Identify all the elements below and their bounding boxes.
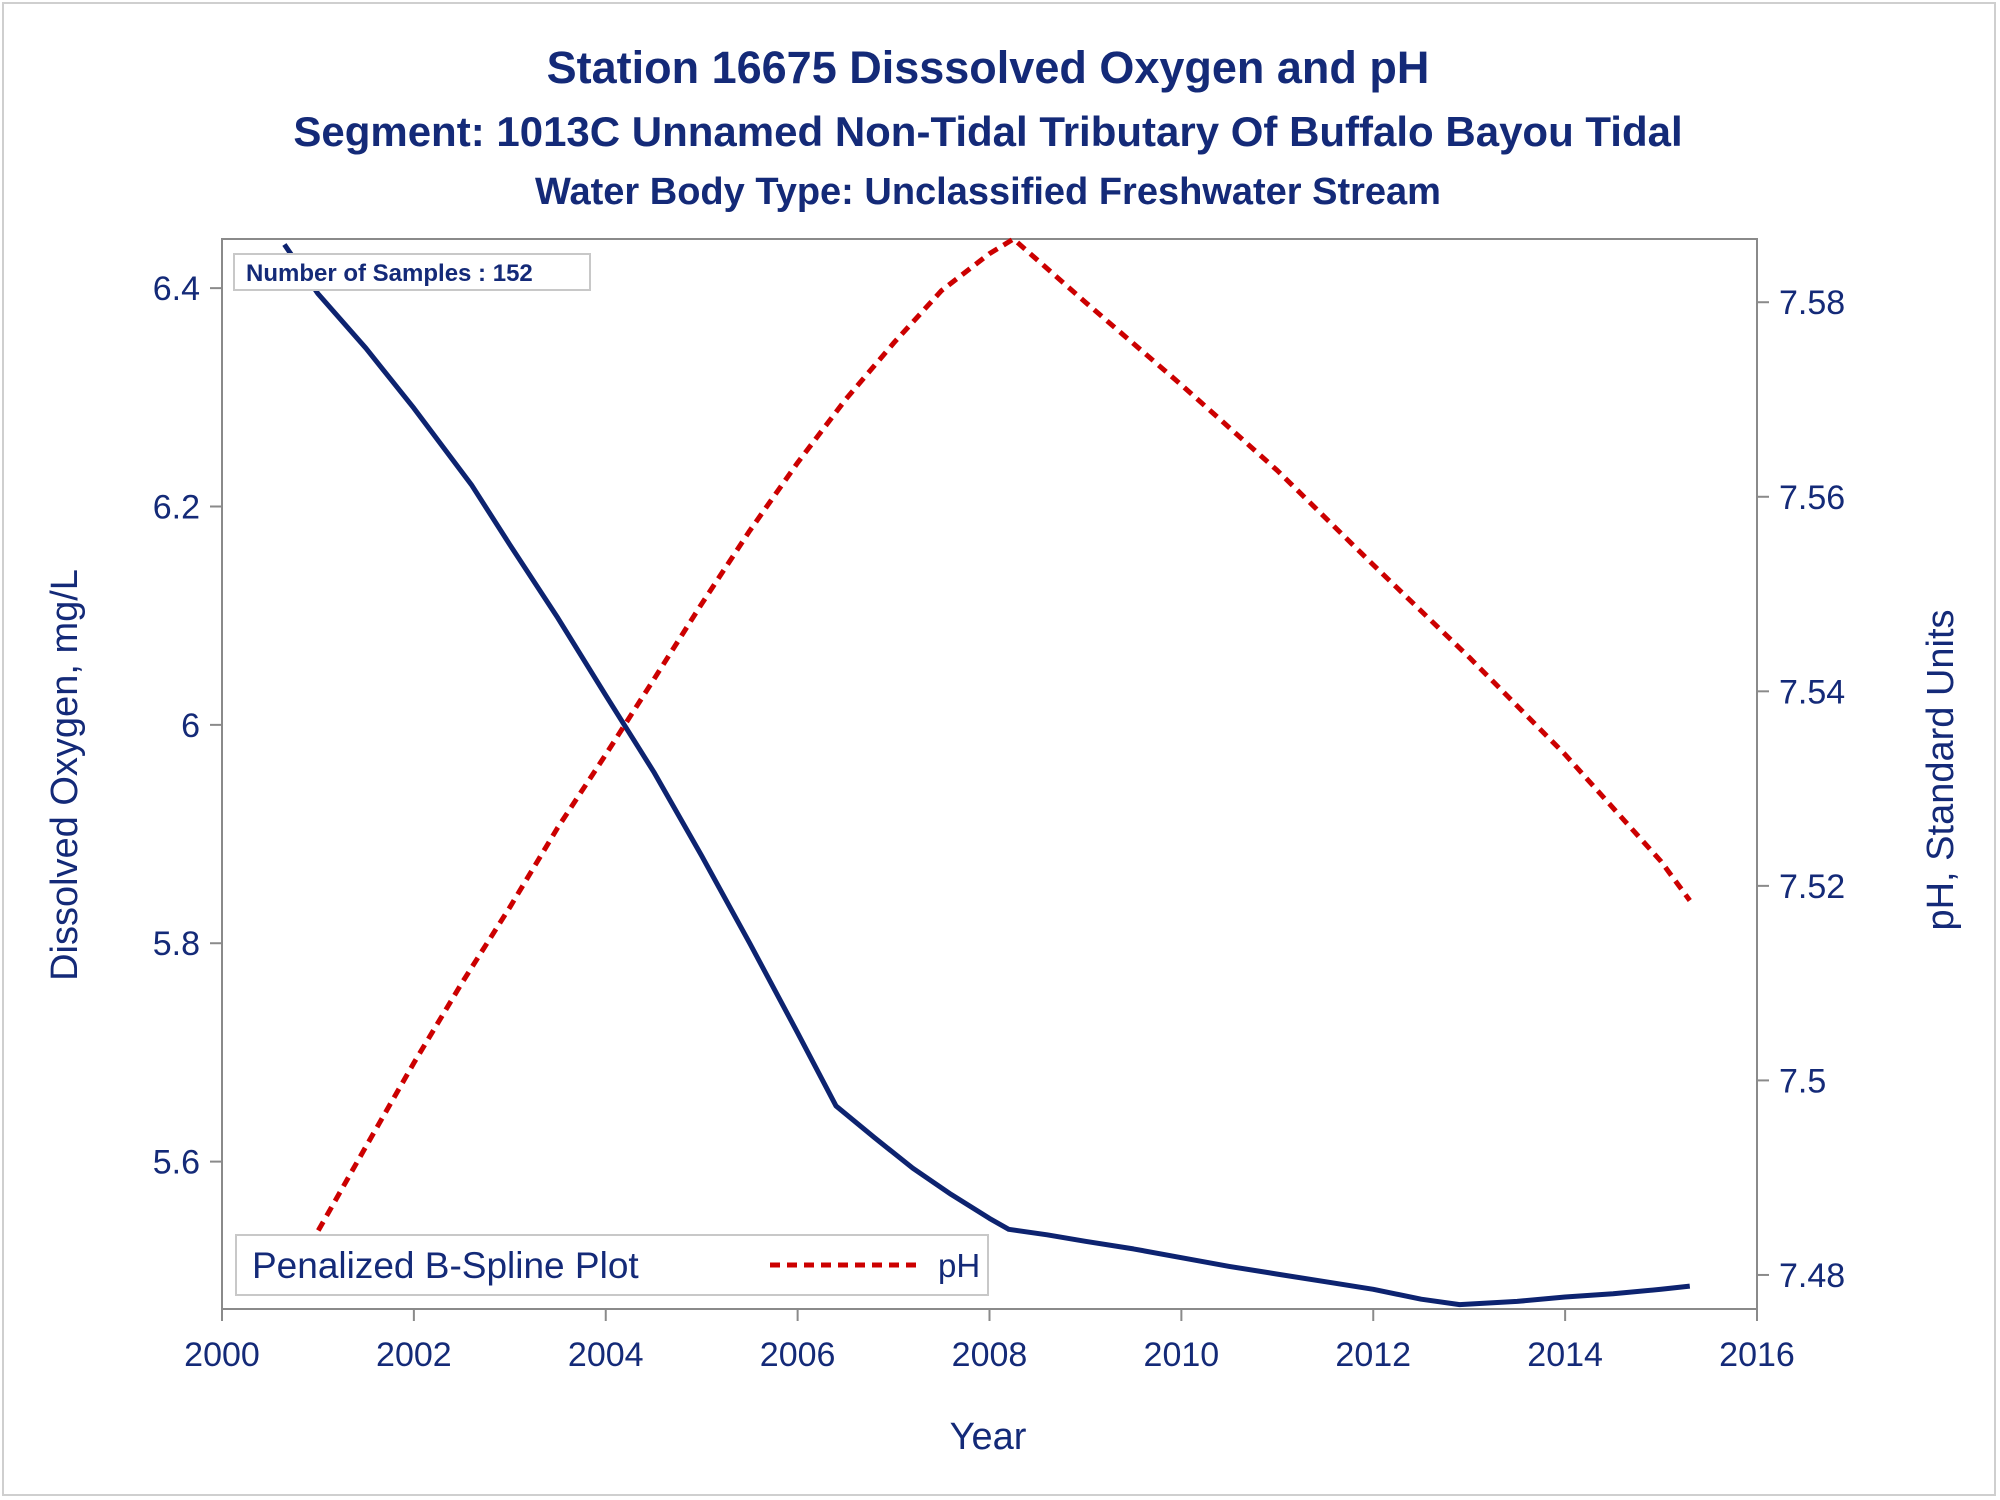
x-axis: 2000 2002 2004 2006 2008 2010 2012 2014 2016	[184, 1309, 1795, 1374]
sample-count-inset: Number of Samples : 152	[233, 253, 591, 291]
x-tick-label: 2014	[1527, 1336, 1603, 1374]
y-axis-label-left: Dissolved Oxygen, mg/L	[44, 569, 86, 981]
y-tick-label-left: 5.6	[153, 1144, 200, 1182]
x-tick-label: 2006	[760, 1336, 836, 1374]
y-tick-label-right: 7.54	[1779, 673, 1845, 711]
legend-entry-ph: pH	[938, 1247, 980, 1284]
y-tick-label-left: 6	[181, 707, 200, 745]
x-axis-label: Year	[950, 1416, 1027, 1458]
chart-title: Station 16675 Disssolved Oxygen and pH	[547, 42, 1430, 93]
y-tick-label-right: 7.58	[1779, 284, 1845, 322]
x-tick-label: 2004	[568, 1336, 644, 1374]
chart-subtitle-2: Water Body Type: Unclassified Freshwater…	[535, 171, 1441, 213]
x-tick-label: 2002	[376, 1336, 452, 1374]
plot-area	[221, 238, 1758, 1310]
y-axis-left: 5.6 5.8 6 6.2 6.4	[153, 270, 222, 1182]
series-line-do	[282, 243, 1691, 1308]
x-tick-label: 2010	[1144, 1336, 1220, 1374]
y-tick-label-left: 5.8	[153, 925, 200, 963]
x-tick-label: 2000	[184, 1336, 260, 1374]
x-tick-label: 2016	[1719, 1336, 1795, 1374]
legend-title: Penalized B-Spline Plot	[252, 1245, 639, 1286]
y-tick-label-right: 7.52	[1779, 868, 1845, 906]
x-tick-label: 2012	[1335, 1336, 1411, 1374]
y-axis-right: 7.48 7.5 7.52 7.54 7.56 7.58	[1757, 284, 1845, 1295]
chart-subtitle: Segment: 1013C Unnamed Non-Tidal Tributa…	[293, 108, 1682, 155]
sample-count-text: Number of Samples : 152	[246, 260, 533, 287]
y-tick-label-left: 6.4	[153, 270, 200, 308]
series-layer	[282, 236, 1692, 1308]
y-tick-label-right: 7.5	[1779, 1062, 1826, 1100]
y-tick-label-left: 6.2	[153, 489, 200, 527]
y-tick-label-right: 7.48	[1779, 1257, 1845, 1295]
x-tick-label: 2008	[952, 1336, 1028, 1374]
y-tick-label-right: 7.56	[1779, 479, 1845, 517]
y-axis-label-right: pH, Standard Units	[1920, 609, 1962, 930]
sample-count-box	[233, 253, 591, 291]
legend: Penalized B-Spline Plot pH	[235, 1234, 989, 1296]
series-line-ph	[282, 236, 1692, 1291]
